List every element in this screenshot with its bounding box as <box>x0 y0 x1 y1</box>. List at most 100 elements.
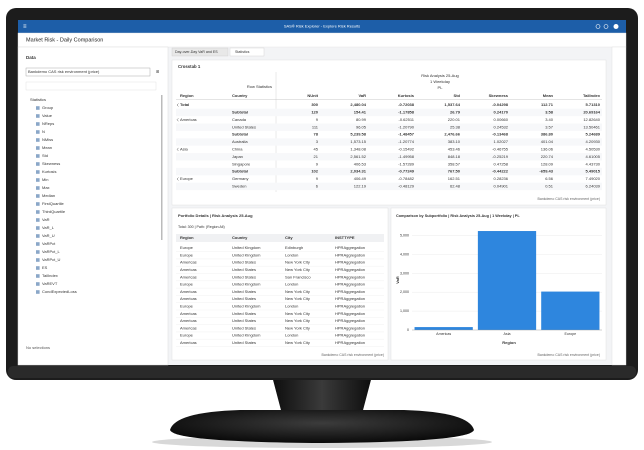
cell: London <box>285 333 298 338</box>
field-item[interactable]: Mean <box>42 145 52 150</box>
cell: United States <box>232 260 256 265</box>
field-item[interactable]: ThirdQuartile <box>42 209 66 214</box>
cell: Canada <box>232 117 247 122</box>
cell: HPRAggregation <box>335 282 365 287</box>
field-item[interactable]: Median <box>42 193 55 198</box>
field-item[interactable]: Value <box>42 113 53 118</box>
help-icon[interactable] <box>595 24 601 29</box>
field-item[interactable]: VaRPct <box>42 241 56 246</box>
field-item[interactable]: VaR_L <box>42 225 55 230</box>
cell: 406.49 <box>354 176 367 181</box>
cell: Japan <box>232 154 243 159</box>
source-dropdown[interactable] <box>25 67 151 77</box>
field-item[interactable]: Max <box>42 185 50 190</box>
field-item[interactable]: VaRPct_U <box>42 257 60 262</box>
cell: Europe <box>180 245 194 250</box>
field-item[interactable]: FirstQuartile <box>42 201 65 206</box>
source-action[interactable]: ⊞ <box>156 69 159 74</box>
portfolio-summary: Total: 300 | Path: (Region:All) <box>178 225 225 229</box>
settings-icon[interactable] <box>603 24 609 29</box>
side-toolbar <box>611 46 627 366</box>
field-icon <box>36 146 40 150</box>
field-icon <box>36 114 40 118</box>
field-item[interactable]: CondExpectedLoss <box>42 289 77 294</box>
field-item[interactable]: VaREVT <box>42 281 58 286</box>
cell: United States <box>232 311 256 316</box>
field-item[interactable]: N <box>42 129 45 134</box>
cell: United States <box>232 267 256 272</box>
field-item[interactable]: VaR <box>42 217 50 222</box>
bar[interactable] <box>414 327 473 330</box>
field-item[interactable]: VaRPct_L <box>42 249 60 254</box>
cell: 2,561.52 <box>350 154 366 159</box>
field-item[interactable]: NReps <box>42 121 54 126</box>
cell: 3 <box>316 139 319 144</box>
search-box[interactable] <box>25 81 157 91</box>
y-tick-label: 5,000 <box>400 234 409 238</box>
cell: 1.02027 <box>494 139 509 144</box>
cell: 4.20930 <box>586 139 601 144</box>
cell: 2,480.04 <box>350 102 366 107</box>
cell: United Kingdom <box>232 252 261 257</box>
field-icon <box>36 218 40 222</box>
report-title: Market Risk - Daily Comparison <box>26 37 103 43</box>
bar[interactable] <box>477 231 537 330</box>
cell: -659.43 <box>539 169 553 174</box>
field-item[interactable]: VaR_U <box>42 233 55 238</box>
cell: London <box>285 252 298 257</box>
collapse-arrow[interactable] <box>176 177 179 181</box>
collapse-arrow[interactable] <box>176 118 179 122</box>
chart-title: Comparison by Subportfolio | Risk Analys… <box>396 214 520 218</box>
field-icon <box>36 234 40 238</box>
cell: 162.51 <box>448 176 461 181</box>
cell: Germany <box>232 176 248 181</box>
field-item[interactable]: Kurtosis <box>42 169 56 174</box>
x-tick-label: Europe <box>565 332 577 336</box>
field-item[interactable]: Skewness <box>42 161 60 166</box>
statistics-group[interactable]: Statistics <box>30 97 46 102</box>
portfolio-footer: Bankdemo CAS risk environment (price) <box>322 353 384 357</box>
bar-chart: 0 1,000 2,000 3,000 4,000 5,000 Americas Asia Eu… <box>400 231 602 336</box>
field-item[interactable]: Std <box>42 153 48 158</box>
cell: 0.47258 <box>494 161 509 166</box>
cell: -1.17858 <box>398 109 415 114</box>
chart-footer: Bankdemo CAS risk environment (price) <box>538 353 600 357</box>
column-header: Country <box>232 235 248 240</box>
collapse-arrow[interactable] <box>176 147 179 152</box>
cell: 9 <box>316 117 319 122</box>
y-axis-label: VaR <box>395 276 400 284</box>
horizon-label: 1 Weekday <box>430 79 450 84</box>
cell: 3.40 <box>545 117 554 122</box>
cell: 767.50 <box>448 169 461 174</box>
cell: 358.57 <box>448 161 461 166</box>
cell: 1,348.08 <box>350 146 366 151</box>
collapse-arrow[interactable] <box>176 103 179 107</box>
cell: United Kingdom <box>232 282 261 287</box>
tab-active[interactable] <box>229 47 265 57</box>
cell: United States <box>232 274 256 279</box>
tab-label: Day-over-Day VaR and ES <box>175 50 218 54</box>
field-item[interactable]: Group <box>42 105 54 110</box>
cell: 45 <box>314 146 319 151</box>
field-item[interactable]: Min <box>42 177 48 182</box>
field-icon <box>36 266 40 270</box>
column-header: Kurtosis <box>398 93 415 98</box>
cell: 5.49015 <box>586 169 601 174</box>
menu-icon[interactable]: ≡ <box>23 24 27 30</box>
column-header: Mean <box>543 93 554 98</box>
cell: 25.38 <box>450 124 461 129</box>
row-band <box>176 182 602 191</box>
user-icon[interactable] <box>613 24 619 29</box>
field-item[interactable]: ES <box>42 265 48 270</box>
field-item[interactable]: NMiss <box>42 137 53 142</box>
tab[interactable] <box>171 47 229 57</box>
cell: HPRAggregation <box>335 318 365 323</box>
row-band <box>176 123 602 131</box>
cell: 80.99 <box>356 117 367 122</box>
column-header: Country <box>232 93 248 98</box>
column-header: VaR <box>358 93 366 98</box>
bar[interactable] <box>541 291 600 330</box>
cell: London <box>285 282 298 287</box>
field-item[interactable]: TailIndex <box>42 273 58 278</box>
cell: HPRAggregation <box>335 260 365 265</box>
